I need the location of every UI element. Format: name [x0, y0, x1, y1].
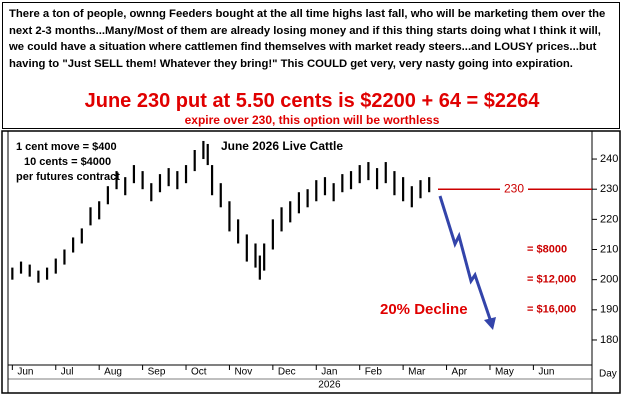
y-tick-label: 240 [600, 153, 618, 165]
arrow-head [484, 317, 496, 330]
x-tick-label: Sep [148, 367, 166, 378]
y-tick-label: 230 [600, 183, 618, 195]
x-tick-label: Jul [61, 367, 74, 378]
headline: June 230 put at 5.50 cents is $2200 + 64… [84, 90, 540, 112]
loss-label: = $16,000 [527, 304, 576, 316]
strike-label: 230 [504, 181, 524, 195]
y-tick-label: 220 [600, 213, 618, 225]
y-tick-label: 200 [600, 274, 618, 286]
chart-title: June 2026 Live Cattle [221, 139, 343, 153]
x-tick-label: Feb [365, 367, 383, 378]
note: per futures contract [16, 171, 120, 183]
note: 1 cent move = $400 [16, 141, 117, 153]
x-tick-label: Mar [408, 367, 426, 378]
loss-label: = $8000 [527, 243, 567, 255]
subline: expire over 230, this option will be wor… [184, 113, 440, 127]
note: 10 cents = $4000 [24, 156, 111, 168]
x-tick-label: Nov [234, 367, 252, 378]
x-tick-label: May [495, 367, 514, 378]
decline-label: 20% Decline [380, 301, 468, 318]
commentary-box: There a ton of people, ownng Feeders bou… [2, 2, 620, 129]
chart-frame [1, 130, 621, 394]
x-tick-label: Jun [17, 367, 33, 378]
x-unit: Day [599, 369, 617, 380]
y-tick-label: 180 [600, 334, 618, 346]
loss-label: = $12,000 [527, 274, 576, 286]
x-tick-label: Jan [321, 367, 337, 378]
x-tick-label: Apr [452, 367, 468, 378]
year-label: 2026 [318, 380, 341, 391]
x-tick-label: Jun [538, 367, 554, 378]
y-tick-label: 210 [600, 243, 618, 255]
x-tick-label: Oct [191, 367, 207, 378]
y-tick-label: 190 [600, 304, 618, 316]
x-tick-label: Dec [278, 367, 296, 378]
forecast-arrow [438, 195, 493, 323]
commentary: There a ton of people, ownng Feeders bou… [9, 8, 606, 70]
x-tick-label: Aug [104, 367, 122, 378]
